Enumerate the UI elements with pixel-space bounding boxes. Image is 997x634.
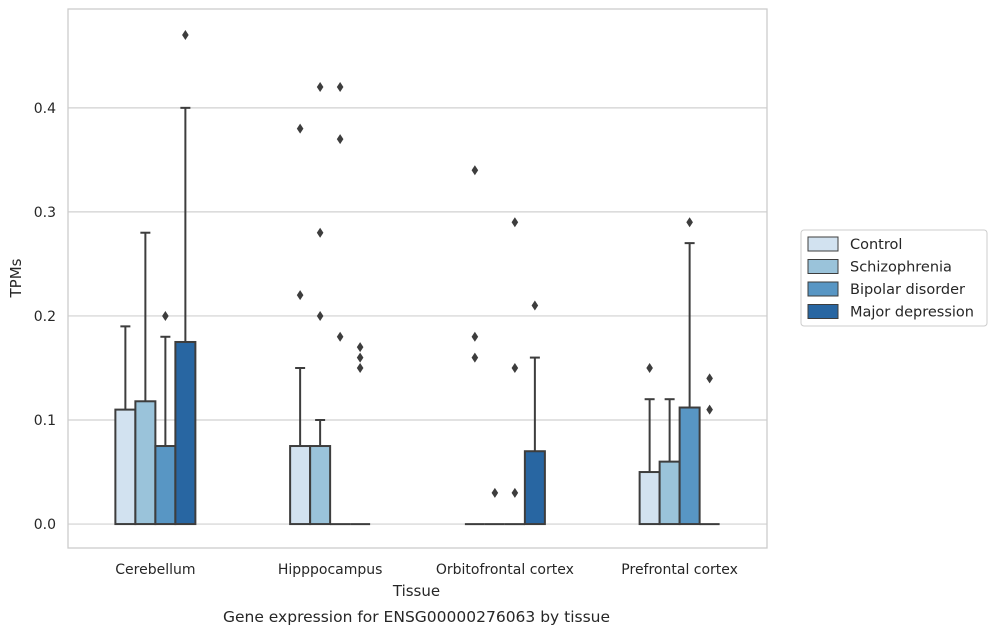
outlier-point — [646, 362, 653, 373]
outlier-point — [316, 82, 324, 93]
outlier-point — [336, 331, 344, 342]
outlier-point — [336, 134, 344, 145]
outlier-point — [296, 290, 304, 301]
outlier-point — [471, 165, 479, 176]
legend-frame — [800, 229, 988, 327]
y-tick-label: 0.3 — [34, 205, 56, 221]
outlier-point — [316, 310, 324, 321]
x-axis-title: Tissue — [392, 582, 440, 600]
outlier-point — [706, 373, 713, 384]
y-axis-title: TPMs — [7, 258, 25, 298]
outlier-point — [511, 487, 519, 498]
outliers — [162, 30, 713, 498]
chart-caption: Gene expression for ENSG00000276063 by t… — [223, 608, 610, 626]
y-tick-label: 0.1 — [34, 413, 56, 429]
outlier-point — [531, 300, 539, 311]
legend-label: Control — [850, 237, 902, 253]
bar — [154, 445, 177, 526]
outlier-point — [471, 352, 479, 363]
outlier-point — [706, 404, 713, 415]
outlier-point — [296, 123, 304, 134]
y-tick-labels: 0.0 0.1 0.2 0.3 0.4 — [34, 101, 56, 533]
legend-label: Major depression — [850, 305, 974, 321]
bar — [309, 445, 332, 526]
bar — [678, 406, 701, 526]
outlier-point — [356, 352, 364, 363]
x-tick-label: Hipppocampus — [278, 562, 383, 578]
x-tick-label: Prefrontal cortex — [621, 562, 738, 578]
outlier-point — [356, 342, 364, 353]
legend-label: Bipolar disorder — [850, 282, 965, 298]
x-tick-label: Orbitofrontal cortex — [436, 562, 574, 578]
outlier-point — [316, 227, 324, 238]
x-tick-labels: Cerebellum Hipppocampus Orbitofrontal cort… — [115, 562, 738, 578]
bar — [174, 340, 197, 526]
legend-swatch — [807, 259, 839, 274]
outlier-point — [491, 487, 499, 498]
legend: Control Schizophrenia Bipolar disorder Majo… — [800, 229, 988, 327]
bars — [114, 340, 720, 526]
outlier-point — [182, 30, 189, 41]
outlier-point — [356, 362, 364, 373]
x-tick-label: Cerebellum — [115, 562, 195, 578]
outlier-point — [162, 310, 169, 321]
bar — [114, 408, 137, 526]
outlier-point — [471, 331, 479, 342]
bar — [289, 445, 312, 526]
bar — [523, 450, 546, 526]
legend-swatch — [807, 304, 839, 319]
outlier-point — [511, 362, 519, 373]
plot-frame — [67, 8, 768, 549]
outlier-point — [336, 82, 344, 93]
outlier-point — [686, 217, 693, 228]
y-tick-label: 0.0 — [34, 517, 56, 533]
y-tick-label: 0.4 — [34, 101, 56, 117]
legend-label: Schizophrenia — [850, 260, 952, 276]
outlier-point — [511, 217, 519, 228]
legend-swatch — [807, 236, 839, 252]
y-tick-label: 0.2 — [34, 309, 56, 325]
bar — [134, 400, 157, 526]
bar — [638, 471, 661, 526]
legend-swatch — [807, 281, 839, 297]
whiskers — [120, 106, 695, 473]
bar — [658, 460, 681, 526]
